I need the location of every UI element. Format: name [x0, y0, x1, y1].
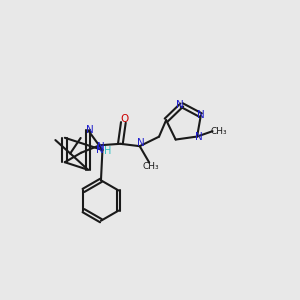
Text: O: O — [120, 114, 128, 124]
Text: H: H — [104, 146, 111, 156]
Text: N: N — [97, 142, 105, 152]
Text: CH₃: CH₃ — [142, 163, 159, 172]
Text: N: N — [195, 131, 203, 142]
Text: CH₃: CH₃ — [211, 127, 227, 136]
Text: N: N — [86, 125, 93, 135]
Text: N: N — [137, 138, 145, 148]
Text: N: N — [197, 110, 205, 120]
Text: N: N — [176, 100, 184, 110]
Text: N: N — [96, 145, 104, 155]
